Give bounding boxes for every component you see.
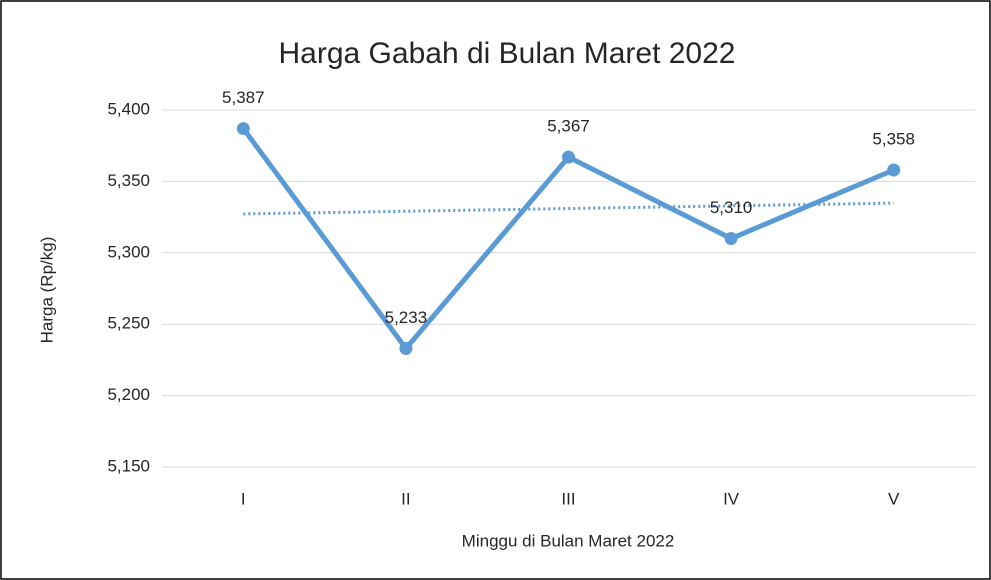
point (236, 122, 250, 136)
x-axis-label: Minggu di Bulan Maret 2022 (462, 531, 675, 550)
y-tick-label: 5,250 (107, 314, 150, 333)
data-label: 5,310 (710, 198, 753, 217)
x-tick-label: IV (723, 489, 740, 508)
point (724, 232, 738, 246)
y-tick-label: 5,200 (107, 385, 150, 404)
x-tick-label: III (561, 489, 575, 508)
y-tick-label: 5,400 (107, 99, 150, 118)
y-tick-label: 5,150 (107, 456, 150, 475)
x-tick-label: II (401, 489, 410, 508)
point (887, 163, 901, 177)
data-label: 5,233 (385, 308, 428, 327)
x-tick-label: I (241, 489, 246, 508)
chart-title: Harga Gabah di Bulan Maret 2022 (279, 37, 736, 70)
data-label: 5,387 (222, 88, 265, 107)
point (562, 150, 575, 164)
y-tick-label: 5,300 (107, 242, 150, 261)
data-label: 5,367 (547, 117, 590, 136)
data-label: 5,358 (872, 129, 915, 148)
point (399, 341, 413, 355)
x-tick-label: V (888, 489, 900, 508)
trendline (243, 201, 894, 216)
y-axis-label: Harga (Rp/kg) (37, 237, 56, 344)
y-tick-label: 5,350 (107, 171, 150, 190)
